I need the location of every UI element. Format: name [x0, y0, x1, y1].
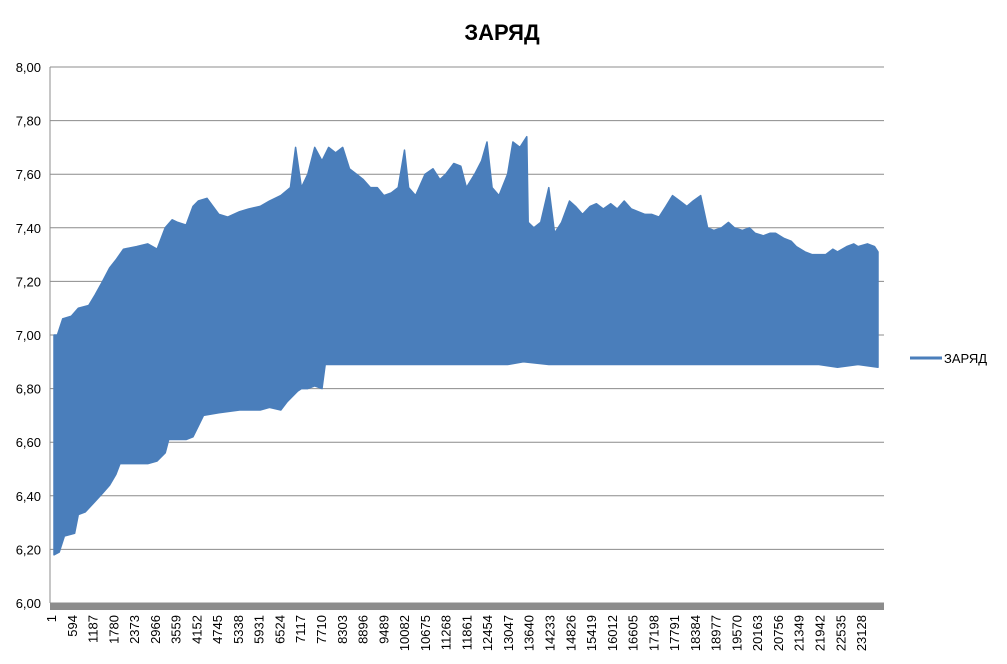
y-tick-label: 7,00: [16, 328, 41, 343]
x-tick-label: 5931: [252, 615, 267, 644]
y-tick-label: 6,20: [16, 542, 41, 557]
x-tick-label: 594: [65, 615, 80, 637]
x-tick-label: 12454: [480, 615, 495, 651]
series-area: [53, 135, 879, 556]
x-tick-label: 13047: [501, 615, 516, 651]
x-tick-label: 13640: [522, 615, 537, 651]
x-tick-label: 7117: [293, 615, 308, 643]
x-tick-label: 20163: [750, 615, 765, 651]
x-tick-label: 21942: [812, 615, 827, 651]
x-tick-label: 3559: [169, 615, 184, 644]
x-tick-label: 8896: [356, 615, 371, 644]
x-tick-label: 18977: [709, 615, 724, 651]
x-tick-label: 1780: [106, 615, 121, 644]
x-tick-label: 16605: [626, 615, 641, 651]
x-tick-label: 1: [44, 615, 59, 622]
y-tick-label: 7,80: [16, 114, 41, 129]
x-tick-label: 9489: [376, 615, 391, 644]
x-tick-label: 2966: [148, 615, 163, 644]
y-tick-label: 7,20: [16, 274, 41, 289]
y-tick-label: 7,60: [16, 167, 41, 182]
chart-title: ЗАРЯД: [464, 20, 540, 45]
x-tick-label: 6524: [272, 615, 287, 644]
x-tick-label: 23128: [854, 615, 869, 651]
x-tick-label: 17791: [667, 615, 682, 651]
x-tick-label: 10082: [397, 615, 412, 651]
y-axis-tick-labels: 6,00 6,20 6,40 6,60 6,80 7,00 7,20 7,40 7,60 7,80…: [16, 60, 41, 611]
x-tick-label: 17198: [646, 615, 661, 651]
x-tick-label: 10675: [418, 615, 433, 651]
series-area-group: [53, 135, 879, 556]
x-tick-label: 14233: [542, 615, 557, 651]
y-tick-label: 6,80: [16, 382, 41, 397]
x-tick-label: 8303: [335, 615, 350, 644]
x-tick-label: 2373: [127, 615, 142, 644]
y-tick-label: 6,40: [16, 489, 41, 504]
legend-label: ЗАРЯД: [944, 351, 987, 366]
x-tick-label: 16012: [605, 615, 620, 651]
legend: ЗАРЯД: [910, 351, 987, 366]
x-axis-tick-labels: 1 594 1187 1780 2373 2966 3559 4152 4745 5338 5931…: [44, 615, 869, 651]
x-tick-label: 7710: [314, 615, 329, 644]
x-tick-label: 19570: [729, 615, 744, 651]
y-tick-label: 7,40: [16, 221, 41, 236]
x-tick-label: 15419: [584, 615, 599, 651]
x-tick-label: 21349: [792, 615, 807, 651]
x-tick-label: 14826: [563, 615, 578, 651]
y-tick-label: 6,00: [16, 596, 41, 611]
x-tick-label: 11861: [459, 615, 474, 650]
x-axis-bar: [50, 603, 884, 610]
x-tick-label: 1187: [86, 615, 101, 643]
y-tick-label: 8,00: [16, 60, 41, 75]
x-tick-label: 4152: [189, 615, 204, 644]
x-tick-label: 4745: [210, 615, 225, 644]
x-tick-label: 18384: [688, 615, 703, 651]
x-tick-label: 22535: [833, 615, 848, 651]
x-tick-label: 11268: [439, 615, 454, 650]
x-tick-label: 20756: [771, 615, 786, 651]
y-tick-label: 6,60: [16, 435, 41, 450]
x-tick-label: 5338: [231, 615, 246, 644]
